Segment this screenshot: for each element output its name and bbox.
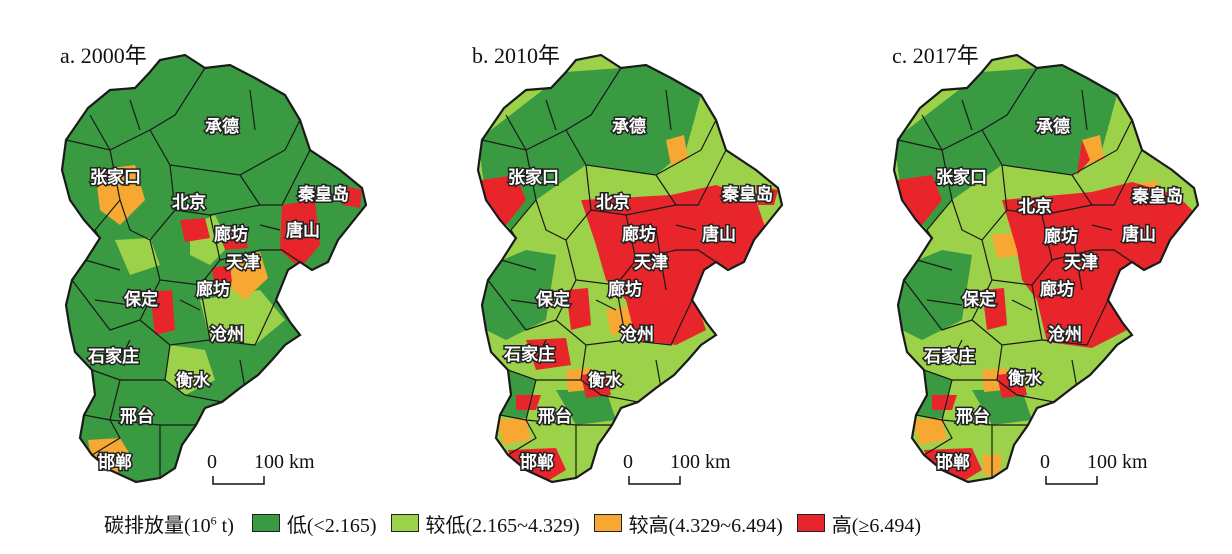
legend-swatch-mid-high	[593, 514, 622, 532]
city-label: 邯郸	[520, 452, 554, 473]
city-label: 保定	[961, 289, 996, 310]
city-label: 承德	[1036, 116, 1070, 137]
city-label: 承德	[205, 116, 239, 137]
city-label: 秦皇岛	[722, 184, 773, 205]
scale-bar-2010: 0 100 km	[623, 451, 731, 485]
legend-label-low: 低(<2.165)	[286, 514, 377, 537]
city-label: 张家口	[508, 167, 559, 188]
city-label: 北京	[596, 192, 630, 213]
city-label: 保定	[535, 289, 570, 310]
city-label: 廊坊	[1040, 279, 1074, 300]
city-label: 唐山	[1122, 224, 1156, 245]
city-label: 张家口	[936, 167, 987, 188]
legend-swatch-mid-low	[390, 514, 419, 532]
panel-title-2000: a. 2000年	[60, 43, 147, 68]
city-label: 石家庄	[503, 344, 555, 365]
city-label: 唐山	[286, 220, 320, 241]
legend-swatch-low	[251, 514, 280, 532]
panel-title-2010: b. 2010年	[472, 43, 561, 68]
city-label: 天津	[1064, 252, 1098, 273]
map-2000	[60, 53, 368, 484]
city-label: 张家口	[90, 167, 141, 188]
scale-bar-2017: 0 100 km	[1040, 451, 1148, 485]
scale-bar-zero: 0	[623, 451, 633, 473]
city-label: 北京	[172, 192, 206, 213]
city-label: 廊坊	[196, 279, 230, 300]
panel-title-2017: c. 2017年	[892, 43, 979, 68]
city-label: 唐山	[702, 224, 736, 245]
city-label: 北京	[1018, 196, 1052, 217]
legend: 碳排放量(106 t) 低(<2.165) 较低(2.165~4.329) 较高…	[104, 508, 921, 538]
legend-swatch-high	[796, 514, 825, 532]
scale-bar-zero: 0	[207, 451, 217, 473]
city-label: 天津	[634, 252, 668, 273]
city-label: 保定	[123, 289, 158, 310]
city-label: 秦皇岛	[298, 184, 349, 205]
city-label: 邢台	[120, 406, 154, 427]
scale-bar-label: 100 km	[254, 451, 315, 473]
city-label: 衡水	[1008, 368, 1043, 389]
city-label: 秦皇岛	[1132, 186, 1183, 207]
city-label: 廊坊	[608, 279, 642, 300]
city-label: 沧州	[620, 324, 654, 345]
city-label: 石家庄	[87, 346, 139, 367]
scale-bar-zero: 0	[1040, 451, 1050, 473]
city-label: 廊坊	[622, 224, 656, 245]
legend-title: 碳排放量(106 t)	[104, 512, 234, 537]
legend-label-mid-low: 较低(2.165~4.329)	[425, 514, 580, 537]
city-label: 邯郸	[98, 452, 132, 473]
legend-label-mid-high: 较高(4.329~6.494)	[628, 514, 783, 537]
city-label: 承德	[612, 116, 646, 137]
city-label: 廊坊	[1044, 226, 1078, 247]
scale-bar-2000: 0 100 km	[207, 451, 315, 485]
city-label: 廊坊	[214, 224, 248, 245]
scale-bar-label: 100 km	[1087, 451, 1148, 473]
city-label: 邯郸	[936, 452, 970, 473]
legend-label-high: 高(≥6.494)	[831, 514, 922, 537]
city-label: 邢台	[956, 406, 990, 427]
scale-bar-label: 100 km	[670, 451, 731, 473]
city-label: 邢台	[538, 406, 572, 427]
city-label: 石家庄	[923, 346, 975, 367]
city-label: 沧州	[1048, 324, 1082, 345]
city-label: 沧州	[210, 324, 244, 345]
city-label: 衡水	[588, 370, 623, 391]
city-label: 衡水	[176, 370, 211, 391]
city-label: 天津	[226, 252, 260, 273]
map-2010	[476, 53, 784, 484]
map-2017	[892, 53, 1200, 484]
